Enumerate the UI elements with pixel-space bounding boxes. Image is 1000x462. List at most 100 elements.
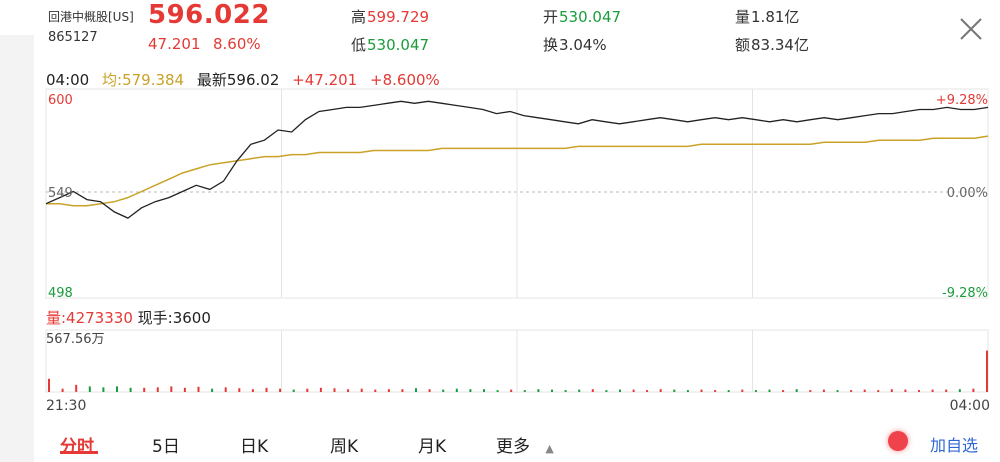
stat-low-label: 低 [351,36,367,54]
volume-bar [972,388,975,392]
volume-bar [890,389,893,392]
volume-bar [523,390,526,392]
volume-bar [333,388,336,392]
volume-bar [483,389,485,392]
volume-bar [455,388,458,392]
volume-bar [428,389,431,392]
intraday-chart[interactable]: 600 549 498 +9.28% 0.00% -9.28% 567.56万 … [0,0,1000,420]
stock-code: 865127 [48,30,98,45]
volume-bar [88,386,91,392]
volume-bar [782,390,785,392]
tab-weekly-k[interactable]: 周K [330,437,359,457]
volume-bar [850,390,853,392]
volume-bar [251,389,254,392]
tab-daily-k[interactable]: 日K [240,437,269,457]
stat-open-label: 开 [543,8,559,26]
quote-header: 回港中概股[US] 865127 596.022 47.201 8.60% 高5… [0,0,1000,62]
pct-bottom-label: -9.28% [942,286,988,301]
volume-bar [496,390,499,392]
tab-more-label: 更多 [496,437,530,457]
volume-bar [619,389,621,392]
price-change-pct: 8.60% [213,35,261,53]
info-latest: 最新596.02 [196,71,280,89]
volume-bar [578,389,581,392]
volume-bar [401,389,404,392]
avg-price-line [46,135,989,207]
volume-label: 量:4273330 [46,309,133,327]
volume-bar [143,387,146,392]
add-watchlist-button[interactable]: 加自选 [930,436,979,455]
price-line [45,100,989,219]
volume-max-label: 567.56万 [46,332,105,347]
tab-5day[interactable]: 5日 [152,437,180,457]
y-top-label: 600 [48,93,73,108]
stat-high-label: 高 [351,8,367,26]
stat-open: 开530.047 [542,6,621,27]
volume-bar [754,390,757,392]
volume-bar [156,387,159,392]
volume-bar [795,389,798,392]
tab-more[interactable]: 更多 ▲ [496,432,554,457]
volume-bar [809,390,812,392]
volume-bar [170,386,173,392]
volume-bar [415,388,417,392]
stat-turnover-value: 3.04% [559,36,607,54]
active-tab-indicator [60,451,98,454]
left-edge-strip [0,35,34,462]
volume-bar [102,387,105,392]
volume-bar [537,389,540,392]
volume-bar [319,387,322,392]
volume-bar [659,389,662,392]
tab-monthly-k[interactable]: 月K [418,437,447,457]
triangle-up-icon: ▲ [545,442,554,455]
volume-bar [714,390,717,392]
y-mid-label: 549 [48,186,73,201]
current-hand-label: 现手:3600 [137,309,211,327]
stock-name: 回港中概股[US] [48,10,134,24]
volume-bar [61,388,64,392]
current-price: 596.022 [148,0,270,30]
volume-info-line: 量:4273330 现手:3600 [46,307,211,328]
volume-bar [183,387,186,392]
volume-bar [768,389,771,392]
record-dot-icon[interactable] [888,431,908,451]
volume-bar [75,384,78,392]
stat-turnover: 换3.04% [542,34,607,55]
volume-bar [686,390,689,392]
stat-low: 低530.047 [350,34,429,55]
volume-bar [442,389,445,392]
intraday-info-line: 04:00 均:579.384 最新596.02 +47.201 +8.600% [46,69,448,90]
price-change: 47.201 [148,35,201,53]
stat-amount-label: 额 [735,36,751,54]
volume-bar [591,389,594,392]
stat-high: 高599.729 [350,6,429,27]
info-pct: +8.600% [370,71,440,89]
stat-turnover-label: 换 [543,36,559,54]
volume-bar [306,388,309,392]
volume-bar [863,389,866,392]
stat-high-value: 599.729 [367,8,430,26]
volume-bar [211,388,214,392]
volume-bar [673,389,676,392]
volume-bar [646,390,649,392]
volume-bar [197,386,200,392]
volume-bar [904,389,907,392]
volume-bar [374,389,377,392]
volume-bar [741,389,744,392]
volume-bar [931,389,934,392]
stat-volume: 量1.81亿 [734,6,799,27]
pct-top-label: +9.28% [936,93,988,108]
stat-amount-value: 83.34亿 [751,36,809,54]
volume-bar [129,387,132,392]
volume-bar [877,390,880,392]
volume-bar [564,390,567,392]
volume-bar [836,390,839,392]
stat-volume-label: 量 [735,8,751,26]
volume-bar [700,389,703,392]
close-icon[interactable] [956,14,986,44]
volume-bar [116,386,118,392]
volume-bar [958,389,961,392]
volume-bar [360,388,363,392]
time-end-label: 04:00 [950,398,990,414]
volume-bar [265,387,268,392]
